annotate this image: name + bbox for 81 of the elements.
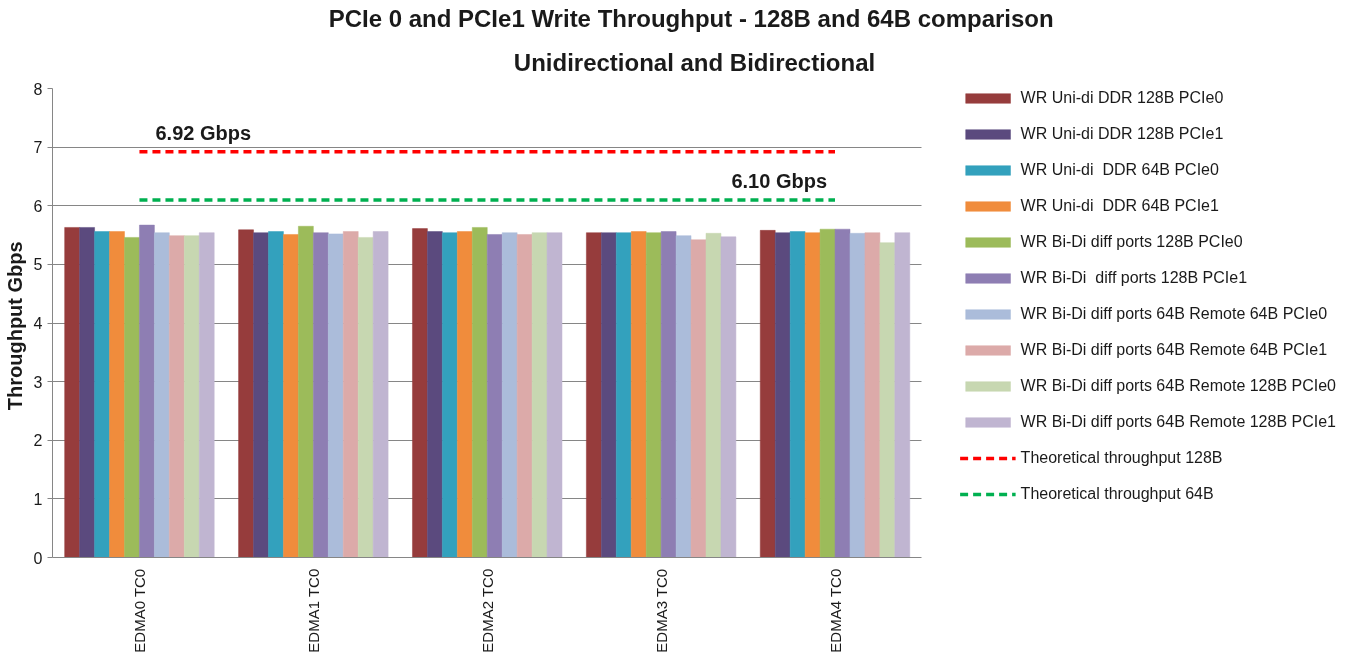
bar	[427, 231, 443, 558]
bar	[616, 232, 632, 558]
bar	[501, 232, 518, 558]
y-tick-label: 7	[33, 139, 43, 157]
legend-label: WR Bi-Di diff ports 64B Remote 64B PCIe0	[1020, 304, 1328, 324]
bar	[849, 233, 866, 558]
bar	[531, 232, 548, 558]
bar	[601, 232, 617, 558]
bar	[412, 228, 428, 558]
bar	[442, 232, 458, 558]
bar	[139, 224, 155, 558]
legend-label: WR Bi-Di diff ports 64B Remote 128B PCIe1	[1020, 412, 1336, 432]
x-tick-label: EDMA3 TC0	[652, 568, 670, 653]
bar	[705, 233, 722, 558]
y-tick-label: 2	[33, 432, 43, 450]
legend-label: Theoretical throughput 128B	[1020, 448, 1223, 468]
x-tick-label: EDMA2 TC0	[478, 568, 496, 653]
x-tick-label: EDMA4 TC0	[826, 568, 844, 653]
legend-label: Theoretical throughput 64B	[1020, 484, 1214, 504]
legend-label: WR Bi-Di diff ports 64B Remote 128B PCIe0	[1020, 376, 1336, 396]
bar	[184, 235, 200, 558]
bar	[834, 228, 851, 558]
legend-label: WR Uni-di DDR 64B PCIe1	[1020, 196, 1219, 216]
bar	[343, 231, 359, 558]
bar	[328, 233, 344, 558]
bar	[675, 235, 692, 558]
y-axis-title: Throughput Gbps	[3, 241, 26, 411]
bar	[660, 231, 677, 558]
bar	[357, 237, 374, 558]
legend-label: WR Uni-di DDR 128B PCIe0	[1020, 88, 1224, 108]
bar	[645, 232, 662, 558]
x-tick-label: EDMA0 TC0	[130, 568, 148, 653]
bar	[457, 231, 473, 558]
bar	[124, 237, 140, 558]
legend-label: WR Bi-Di diff ports 128B PCIe1	[1020, 268, 1248, 288]
bar	[774, 232, 791, 558]
bar	[894, 232, 911, 558]
chart-subtitle: Unidirectional and Bidirectional	[513, 48, 876, 76]
y-tick-label: 0	[33, 549, 43, 567]
bar	[94, 231, 110, 558]
y-tick-label: 4	[33, 315, 43, 332]
bar	[720, 236, 737, 558]
bar	[819, 228, 836, 558]
x-tick-label: EDMA1 TC0	[304, 568, 322, 653]
bar	[283, 234, 299, 558]
bar	[760, 230, 776, 558]
bar	[486, 234, 503, 558]
bar	[79, 227, 95, 558]
bar	[253, 232, 269, 558]
y-tick-label: 8	[33, 80, 43, 98]
bar	[238, 229, 254, 558]
legend-label: WR Bi-Di diff ports 64B Remote 64B PCIe1	[1020, 340, 1328, 360]
y-tick-label: 5	[33, 256, 43, 274]
y-tick-label: 6	[33, 197, 43, 215]
bar	[64, 227, 80, 558]
bar	[472, 227, 488, 558]
bar	[879, 242, 896, 558]
bar	[154, 232, 170, 558]
y-tick-label: 3	[33, 373, 43, 391]
bar	[546, 232, 563, 558]
y-tick-label: 1	[33, 490, 43, 508]
data-label: 6.10 Gbps	[731, 169, 828, 192]
bar	[690, 239, 707, 558]
bar	[268, 231, 284, 558]
bar	[864, 232, 881, 558]
bar	[586, 232, 602, 558]
data-label: 6.92 Gbps	[155, 121, 252, 144]
legend-label: WR Uni-di DDR 64B PCIe0	[1020, 160, 1219, 180]
bar	[298, 226, 314, 558]
bar	[169, 235, 185, 558]
bar	[199, 232, 215, 558]
bar	[789, 231, 806, 558]
bar	[109, 231, 125, 558]
bar	[372, 231, 389, 558]
chart-title: PCIe 0 and PCIe1 Write Throughput - 128B and 64B comparison	[328, 4, 1054, 32]
legend-label: WR Bi-Di diff ports 128B PCIe0	[1020, 232, 1243, 252]
bar	[516, 234, 533, 558]
legend-label: WR Uni-di DDR 128B PCIe1	[1020, 124, 1224, 144]
bar	[313, 232, 329, 558]
bar	[630, 231, 647, 558]
bar	[804, 232, 821, 558]
